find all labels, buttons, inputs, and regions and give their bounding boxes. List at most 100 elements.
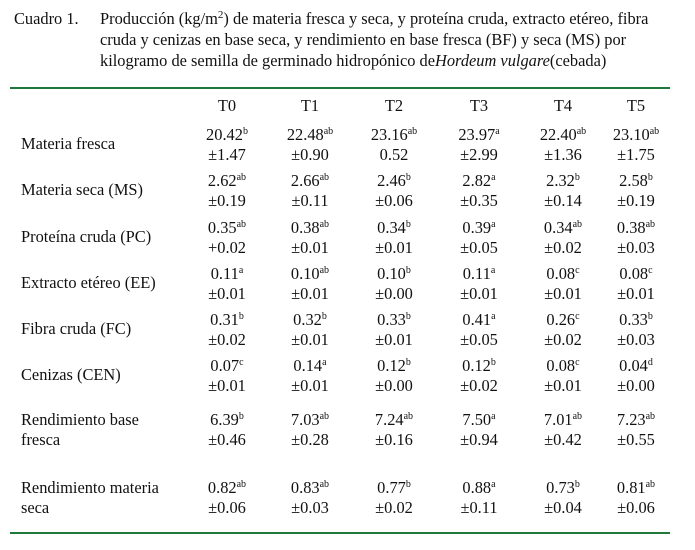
mean-value: 20.42 — [206, 125, 243, 144]
cell-mean: 0.33b — [598, 310, 674, 330]
table-cell: 0.38ab ±0.01 — [272, 218, 348, 258]
cell-deviation: ±0.04 — [544, 498, 582, 517]
table-cell: 0.08c ±0.01 — [598, 264, 674, 304]
cell-mean: 0.08c — [525, 264, 601, 284]
significance-letter: c — [575, 311, 580, 322]
cell-mean: 0.08c — [598, 264, 674, 284]
cell-mean: 0.11a — [441, 264, 517, 284]
table-cell: 0.83ab ±0.03 — [272, 478, 348, 518]
table-cell: 7.50a ±0.94 — [441, 410, 517, 450]
mean-value: 6.39 — [210, 410, 239, 429]
caption-text-3b: (cebada) — [549, 51, 607, 70]
cell-deviation: ±0.01 — [460, 284, 498, 303]
table-cell: 0.07c ±0.01 — [189, 356, 265, 396]
mean-value: 2.62 — [207, 171, 237, 190]
table-cell: 2.62ab ±0.19 — [189, 171, 265, 211]
row-label: Rendimiento base fresca — [21, 410, 196, 450]
mean-value: 7.23 — [616, 410, 646, 429]
cell-deviation: ±0.46 — [208, 430, 246, 449]
significance-letter: ab — [319, 479, 330, 490]
table-cell: 2.66ab ±0.11 — [272, 171, 348, 211]
mean-value: 2.46 — [377, 171, 406, 190]
cell-mean: 0.31b — [189, 310, 265, 330]
cell-deviation: ±0.14 — [544, 191, 582, 210]
cell-mean: 2.62ab — [189, 171, 265, 191]
cell-mean: 23.97a — [441, 125, 517, 145]
mean-value: 0.41 — [462, 310, 492, 329]
significance-letter: a — [491, 479, 496, 490]
cell-deviation: ±0.19 — [617, 191, 655, 210]
mean-value: 22.48 — [286, 125, 324, 144]
cell-deviation: ±1.75 — [617, 145, 655, 164]
cell-deviation: ±0.11 — [460, 498, 498, 517]
cell-deviation: ±0.02 — [544, 330, 582, 349]
significance-letter: b — [321, 311, 327, 322]
table-cell: 0.35ab +0.02 — [189, 218, 265, 258]
mean-value: 0.31 — [210, 310, 239, 329]
mean-value: 0.14 — [293, 356, 323, 375]
row-label-line: Materia fresca — [21, 134, 116, 153]
cell-mean: 2.32b — [525, 171, 601, 191]
cell-mean: 0.32b — [272, 310, 348, 330]
significance-letter: ab — [236, 479, 247, 490]
cell-mean: 2.82a — [441, 171, 517, 191]
cell-mean: 0.14a — [272, 356, 348, 376]
cell-mean: 0.33b — [356, 310, 432, 330]
table-cell: 0.38ab ±0.03 — [598, 218, 674, 258]
cell-deviation: ±0.02 — [544, 238, 582, 257]
table-cell: 6.39b ±0.46 — [189, 410, 265, 450]
cell-mean: 0.35ab — [189, 218, 265, 238]
cell-mean: 0.10b — [356, 264, 432, 284]
cell-mean: 2.58b — [598, 171, 674, 191]
row-label: Materia fresca — [21, 134, 196, 154]
cell-deviation: ±0.19 — [208, 191, 246, 210]
cell-deviation: ±0.05 — [460, 330, 498, 349]
caption-text-2: cruda y cenizas en base seca, y rendimie… — [100, 30, 627, 49]
row-label-line: Materia seca (MS) — [21, 180, 143, 199]
cell-mean: 0.38ab — [598, 218, 674, 238]
cell-deviation: ±0.01 — [208, 284, 246, 303]
cell-mean: 7.50a — [441, 410, 517, 430]
mean-value: 0.12 — [377, 356, 406, 375]
significance-letter: ab — [649, 126, 660, 137]
cell-mean: 0.81ab — [598, 478, 674, 498]
column-header-t5: T5 — [626, 96, 646, 115]
column-header-t4: T4 — [553, 96, 573, 115]
mean-value: 2.66 — [290, 171, 320, 190]
table-cell: 22.48ab ±0.90 — [272, 125, 348, 165]
cell-deviation: ±0.02 — [208, 330, 246, 349]
caption-text-1b: ) de materia fresca y seca, y proteína c… — [223, 9, 649, 28]
cell-deviation: ±0.42 — [544, 430, 582, 449]
mean-value: 0.82 — [207, 478, 237, 497]
significance-letter: b — [405, 311, 411, 322]
cell-deviation: ±0.01 — [291, 330, 329, 349]
table-cell: 0.32b ±0.01 — [272, 310, 348, 350]
cell-deviation: ±0.01 — [375, 330, 413, 349]
row-label-line: fresca — [21, 430, 61, 449]
row-label-line: Extracto etéreo (EE) — [21, 273, 156, 292]
caption-line-3: kilogramo de semilla de germinado hidrop… — [14, 50, 684, 71]
significance-letter: ab — [572, 411, 583, 422]
table-cell: 0.39a ±0.05 — [441, 218, 517, 258]
caption-text-1a: Producción (kg/m — [100, 9, 218, 28]
cell-mean: 0.10ab — [272, 264, 348, 284]
cell-deviation: ±0.11 — [291, 191, 329, 210]
row-label-line: Proteína cruda (PC) — [21, 227, 152, 246]
table-cell: 2.46b ±0.06 — [356, 171, 432, 211]
significance-letter: b — [647, 172, 653, 183]
row-label-line: Cenizas (CEN) — [21, 365, 121, 384]
cell-deviation: ±0.01 — [544, 284, 582, 303]
cell-mean: 0.82ab — [189, 478, 265, 498]
cell-deviation: ±0.01 — [291, 284, 329, 303]
cell-deviation: ±0.01 — [208, 376, 246, 395]
table-cell: 0.77b ±0.02 — [356, 478, 432, 518]
table-cell: 7.03ab ±0.28 — [272, 410, 348, 450]
mean-value: 7.50 — [462, 410, 492, 429]
mean-value: 0.83 — [290, 478, 320, 497]
caption-line-1: Cuadro 1. Producción (kg/m2) de materia … — [14, 8, 684, 29]
caption-line-2: cruda y cenizas en base seca, y rendimie… — [14, 29, 684, 50]
table-cell: 0.10ab ±0.01 — [272, 264, 348, 304]
significance-letter: b — [238, 411, 244, 422]
cell-mean: 0.12b — [441, 356, 517, 376]
significance-letter: a — [491, 311, 496, 322]
